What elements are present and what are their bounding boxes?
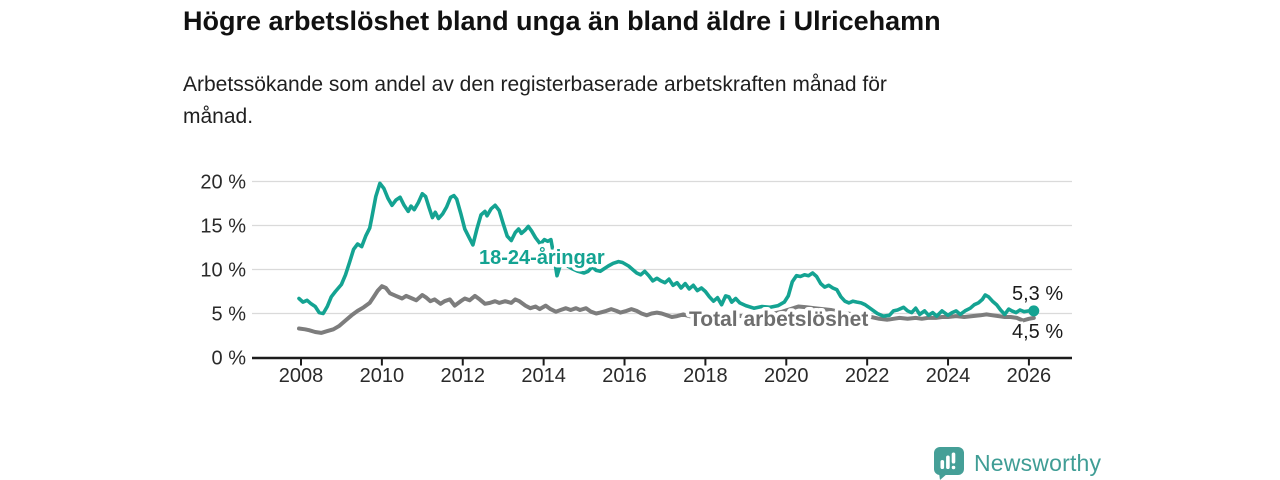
x-tick-label: 2008 (279, 365, 324, 387)
x-tick-label: 2014 (521, 365, 566, 387)
y-tick-label: 5 % (212, 304, 247, 326)
end-dot-marker (1028, 305, 1040, 317)
y-tick-label: 0 % (212, 348, 247, 370)
series-label-total: Total arbetslöshet (689, 308, 868, 331)
line-total (297, 284, 1036, 335)
x-tick-label: 2016 (602, 365, 647, 387)
x-tick-label: 2010 (360, 365, 405, 387)
page-title: Högre arbetslöshet bland unga än bland ä… (183, 6, 941, 36)
y-tick-label: 20 % (200, 172, 246, 194)
x-tick-label: 2012 (441, 365, 486, 387)
series-label-young: 18-24-åringar (479, 246, 605, 269)
x-tick-label: 2026 (1007, 365, 1052, 387)
y-tick-label: 15 % (200, 216, 246, 238)
subtitle-line-1: Arbetssökande som andel av den registerb… (183, 73, 887, 96)
brand-name: Newsworthy (974, 449, 1102, 476)
brand-footer: Newsworthy (933, 446, 1101, 480)
newsworthy-logo-icon (934, 447, 964, 480)
y-tick-label: 10 % (200, 260, 246, 282)
subtitle-line-2: månad. (183, 105, 254, 128)
x-tick-label: 2024 (926, 365, 971, 387)
line-young-18-24 (297, 181, 1036, 318)
x-tick-label: 2018 (683, 365, 728, 387)
end-label-young: 5,3 % (1012, 283, 1063, 305)
end-label-total: 4,5 % (1012, 321, 1063, 343)
chart-subtitle: Arbetssökande som andel av den registerb… (183, 69, 1083, 133)
x-tick-label: 2020 (764, 365, 809, 387)
x-tick-label: 2022 (845, 365, 890, 387)
